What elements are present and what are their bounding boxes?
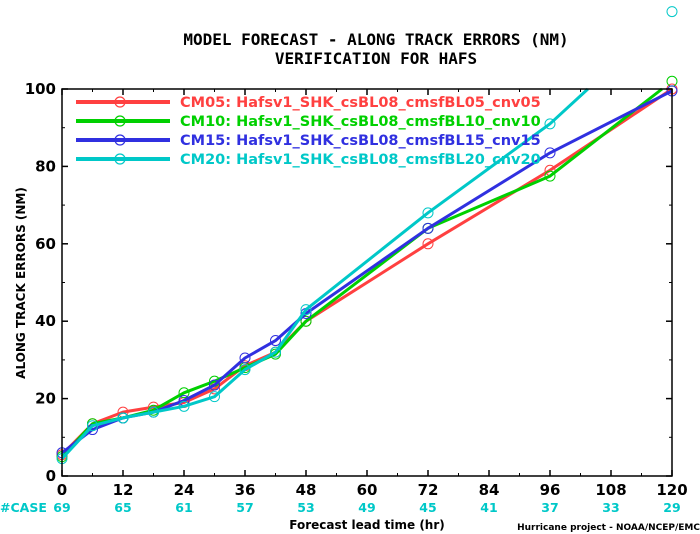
legend-marker — [114, 134, 126, 146]
series-4 — [56, 6, 678, 465]
data-point — [178, 400, 190, 412]
legend-label: CM20: Hafsv1_SHK_csBL08_cmsfBL20_cnv20 — [180, 152, 541, 168]
x-tick-label: 72 — [418, 481, 439, 499]
y-tick-label: 20 — [35, 390, 56, 408]
chart-title-line2: VERIFICATION FOR HAFS — [275, 49, 477, 68]
data-point — [239, 352, 251, 364]
data-point — [300, 315, 312, 327]
chart-title-line1: MODEL FORECAST - ALONG TRACK ERRORS (NM) — [183, 30, 568, 49]
x-tick-label: 96 — [540, 481, 561, 499]
data-point — [544, 118, 556, 130]
data-point — [422, 238, 434, 250]
x-tick-label: 48 — [296, 481, 317, 499]
case-count: 61 — [175, 500, 192, 515]
legend-marker — [114, 153, 126, 165]
legend-label: CM05: Hafsv1_SHK_csBL08_cmsfBL05_cnv05 — [180, 95, 541, 111]
legend-label: CM10: Hafsv1_SHK_csBL08_cmsfBL10_cnv10 — [180, 114, 541, 130]
data-point — [148, 406, 159, 418]
x-tick-label: 84 — [479, 481, 500, 499]
data-point — [239, 364, 251, 376]
data-point — [300, 304, 312, 316]
case-count: 49 — [358, 500, 375, 515]
x-ticks: 0 12 24 36 48 60 72 84 96 108 120 — [57, 89, 688, 499]
y-tick-label: 60 — [35, 235, 56, 253]
data-point — [666, 75, 678, 87]
case-count: 45 — [419, 500, 436, 515]
data-point — [544, 170, 556, 182]
series-lines — [56, 6, 678, 465]
case-label: #CASE — [0, 500, 47, 515]
legend-marker — [114, 115, 126, 127]
data-point — [117, 412, 129, 424]
case-count: 65 — [114, 500, 131, 515]
case-count: 57 — [236, 500, 253, 515]
case-count: 53 — [297, 500, 314, 515]
y-tick-label: 40 — [35, 312, 56, 330]
y-tick-label: 80 — [35, 157, 56, 175]
x-tick-label: 108 — [595, 481, 626, 499]
y-axis-label: ALONG TRACK ERRORS (NM) — [14, 187, 28, 379]
data-point — [666, 6, 678, 18]
y-tick-label: 0 — [46, 467, 56, 485]
credit-text: Hurricane project - NOAA/NCEP/EMC — [517, 523, 700, 533]
data-point — [422, 207, 434, 219]
case-count-row: 69 65 61 57 53 49 45 41 37 33 29 — [53, 500, 680, 515]
x-tick-label: 0 — [57, 481, 67, 499]
x-tick-label: 12 — [113, 481, 134, 499]
case-count: 37 — [541, 500, 558, 515]
x-tick-label: 120 — [656, 481, 687, 499]
data-point — [544, 147, 556, 159]
data-point — [270, 335, 281, 347]
x-tick-label: 24 — [174, 481, 195, 499]
case-count: 29 — [663, 500, 680, 515]
y-tick-label: 100 — [25, 80, 56, 98]
data-point — [87, 420, 98, 432]
legend-marker — [114, 96, 126, 108]
x-tick-label: 60 — [357, 481, 378, 499]
case-count: 69 — [53, 500, 70, 515]
plot-frame — [61, 88, 673, 477]
case-count: 41 — [480, 500, 497, 515]
x-axis-label: Forecast lead time (hr) — [289, 518, 445, 532]
data-point — [270, 346, 281, 358]
data-point — [209, 391, 220, 403]
x-tick-label: 36 — [235, 481, 256, 499]
data-point — [422, 222, 434, 234]
case-count: 33 — [602, 500, 619, 515]
legend-label: CM15: Hafsv1_SHK_csBL08_cmsfBL15_cnv15 — [180, 133, 541, 149]
data-point — [178, 387, 190, 399]
data-point — [209, 379, 220, 391]
legend: CM05: Hafsv1_SHK_csBL08_cmsfBL05_cnv05 CM… — [76, 95, 541, 168]
